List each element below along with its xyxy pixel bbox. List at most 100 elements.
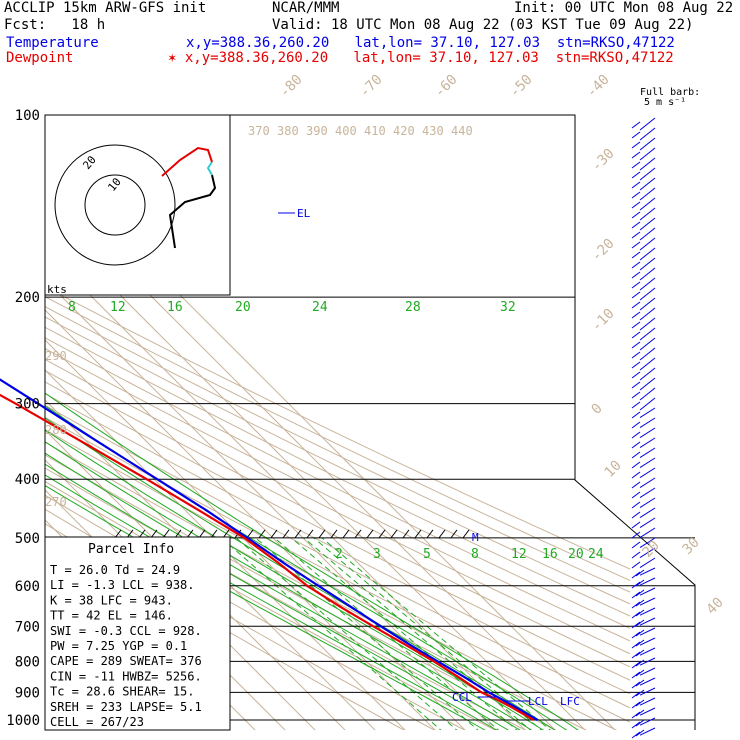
wind-barb [631,717,656,729]
barb-flag [635,729,645,737]
hodograph-trace-mid [206,161,213,176]
barb-staff [639,607,656,616]
wind-barb [631,317,656,331]
lfc-marker: LFC [560,695,580,708]
wind-barb [631,277,656,291]
wind-barb [631,577,656,589]
hatch-mark [366,529,374,539]
mixing-ratio-line [321,537,551,730]
mixing-ratio-label: 2 [335,547,343,562]
parcel-row: SREH = 233 LAPSE= 5.1 [50,700,202,714]
barb-staff [639,697,656,706]
pressure-tick-label: 200 [15,290,40,306]
mixing-ratio-label: 20 [235,300,251,315]
barb-staff [639,707,656,716]
wind-barb [631,227,656,241]
wind-barb [631,547,656,559]
wind-barb [631,127,656,141]
barb-staff [639,517,656,529]
barb-staff [639,417,656,429]
barb-staff [639,557,656,569]
barb-flag [631,411,641,419]
barb-staff [639,167,656,181]
barb-flag [635,709,645,717]
barb-flag [631,561,641,569]
dry-adiabat [45,306,630,593]
mixing-ratio-label: 24 [588,547,604,562]
wind-barb [631,707,656,719]
wind-barb [631,527,656,539]
wind-barb [631,237,656,251]
barb-staff [639,367,656,381]
barb-flag [631,491,641,499]
theta-label: 420 [393,124,415,138]
valid-time: Valid: 18 UTC Mon 08 Aug 22 (03 KST Tue … [272,17,694,33]
isotherm-line [45,279,496,730]
wind-barb [631,417,656,429]
barb-staff [639,427,656,439]
isotherm-label: -80 [277,72,306,101]
pressure-tick-label: 300 [15,397,40,413]
dry-adiabat [45,337,630,629]
barb-staff [639,257,656,271]
barb-staff [639,527,656,539]
theta-label: 270 [45,495,67,509]
wind-barb [631,457,656,469]
wind-barb [631,177,656,191]
wind-barb [631,677,656,689]
barb-staff [639,407,656,419]
parcel-row: CAPE = 289 SWEAT= 376 [50,654,202,668]
hatch-mark [462,529,470,539]
barb-staff [639,137,656,151]
wind-barb [631,247,656,261]
theta-label: 440 [451,124,473,138]
hodograph-units: kts [47,283,67,296]
barb-flag [631,221,641,229]
mixing-ratio-label: 8 [68,300,76,315]
barb-flag [635,719,645,727]
barb-staff [639,507,656,519]
hatch-mark [354,529,362,539]
dry-adiabat [45,467,527,730]
barb-staff [639,317,656,331]
barb-flag [631,551,641,559]
barb-staff [639,617,656,626]
wind-barb [631,487,656,499]
hodograph-box [44,114,231,296]
barb-staff [639,347,656,361]
barb-flag [631,261,641,269]
barb-flag [631,581,641,589]
wind-barb [631,137,656,151]
hatch-mark [294,529,302,539]
barb-flag [631,731,641,739]
barb-staff [639,127,656,141]
moist-adiabat [45,463,510,730]
isotherm-line [45,249,526,730]
barb-flag [631,161,641,169]
ccl-marker: CCL [452,691,472,704]
wind-barb [631,367,656,381]
mixing-ratio-line [303,537,532,730]
barb-flag [635,689,645,697]
wind-barb [631,497,656,509]
barb-staff [639,547,656,559]
barb-flag [631,281,641,289]
pressure-tick-label: 500 [15,531,40,547]
theta-label: 280 [45,423,67,437]
barb-staff [639,437,656,449]
barb-flag [631,461,641,469]
mixing-ratio-label: 32 [500,300,516,315]
wind-barb [631,267,656,281]
parcel-row: K = 38 LFC = 943. [50,593,173,607]
barb-flag [635,629,645,637]
dewpoint-profile [0,393,535,721]
wind-barb [631,357,656,371]
mixing-ratio-label: 12 [511,547,527,562]
isotherm-label: -60 [432,72,461,101]
barb-staff [639,117,656,131]
barb-flag [631,351,641,359]
pressure-tick-label: 900 [15,685,40,701]
forecast-hour: Fcst: 18 h [4,17,106,33]
barb-flag [635,599,645,607]
